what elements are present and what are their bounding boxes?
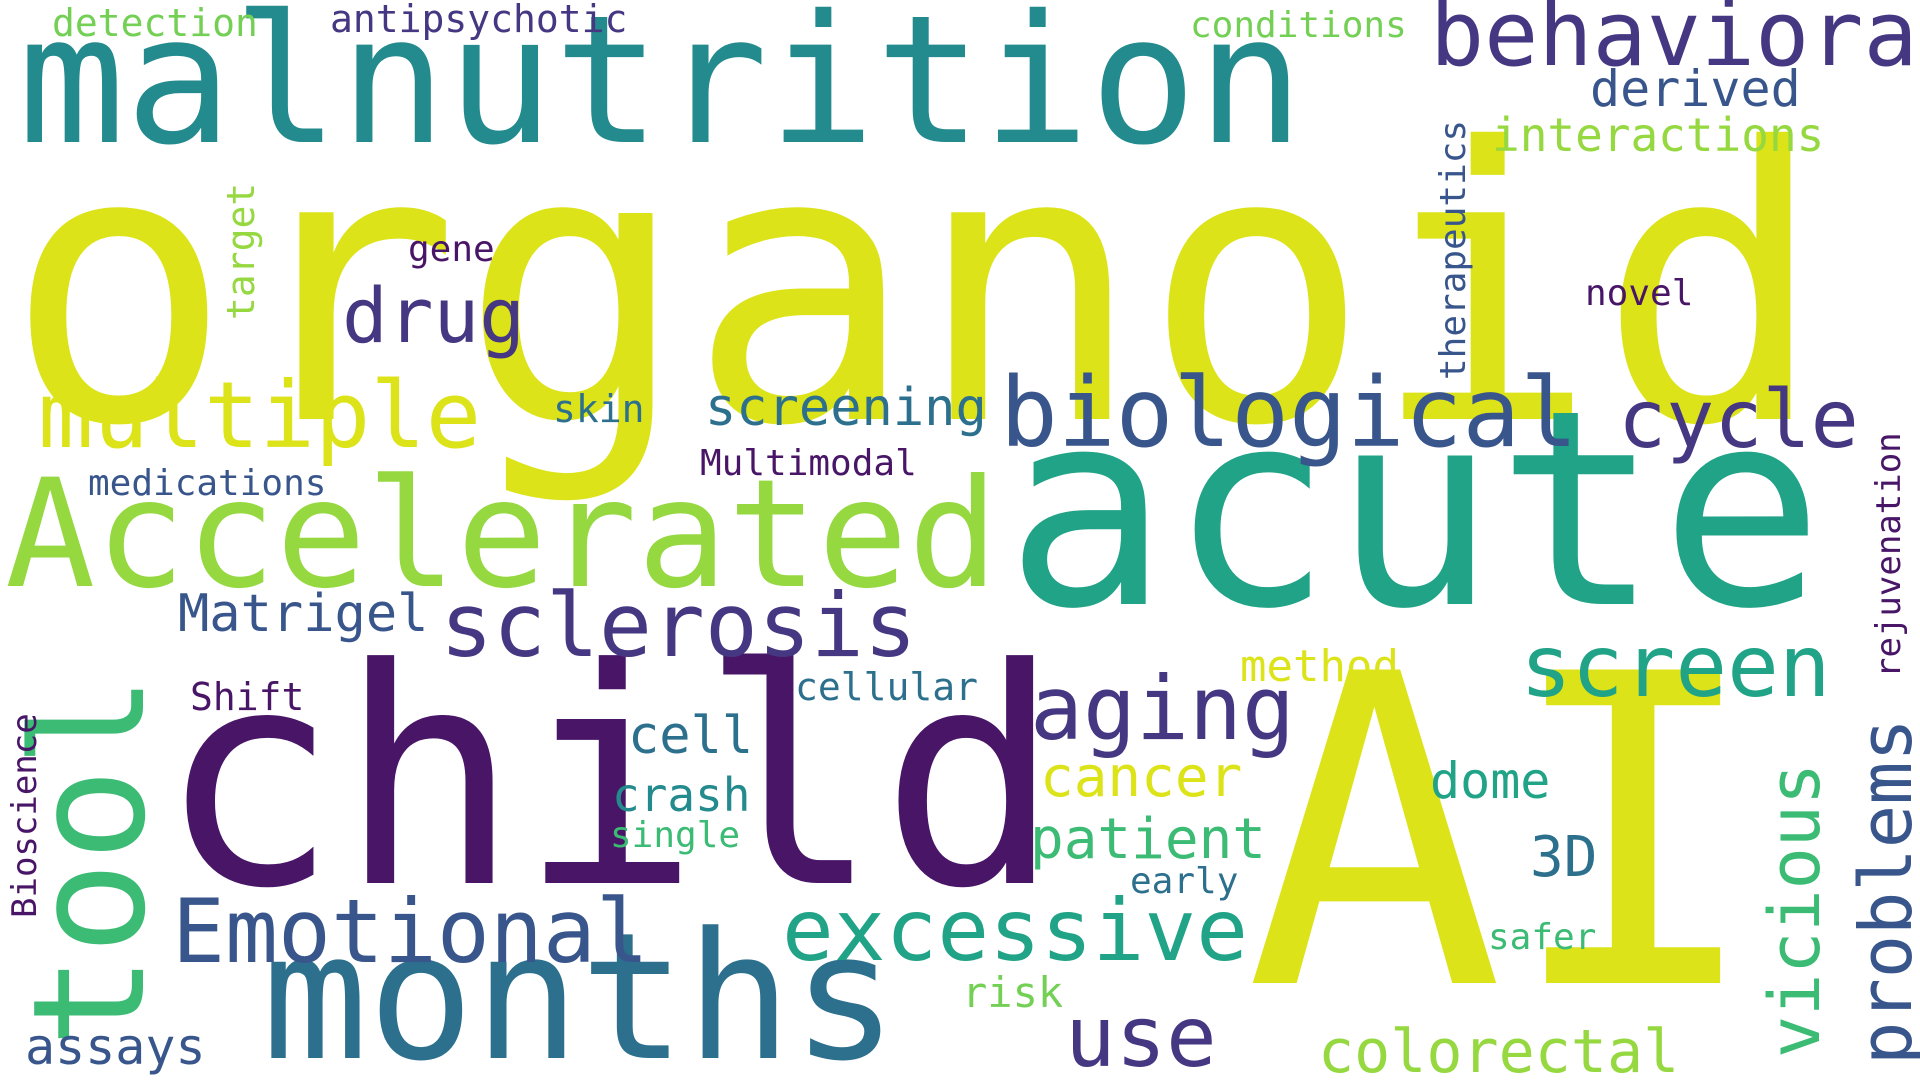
word-derived: derived	[1590, 60, 1801, 118]
word-organoid: organoid	[5, 69, 1826, 509]
word-cell: cell	[628, 706, 754, 766]
word-3d: 3D	[1530, 825, 1598, 890]
word-cancer: cancer	[1040, 745, 1243, 810]
word-emotional: Emotional	[172, 880, 649, 983]
word-conditions: conditions	[1190, 5, 1407, 46]
word-detection: detection	[52, 1, 258, 45]
word-multiple: multiple	[38, 362, 482, 469]
word-single: single	[610, 815, 741, 856]
word-safer: safer	[1488, 917, 1597, 958]
word-aging: aging	[1030, 657, 1295, 760]
word-bioscience: Bioscience	[5, 713, 45, 918]
word-cellular: cellular	[795, 665, 979, 709]
word-ai: AI	[1245, 585, 1763, 1080]
word-colorectal: colorectal	[1318, 1017, 1680, 1080]
word-use: use	[1065, 988, 1217, 1080]
word-therapeutics: therapeutics	[1433, 119, 1474, 380]
word-gene: gene	[408, 229, 495, 270]
word-excessive: excessive	[782, 881, 1248, 981]
word-dome: dome	[1430, 752, 1551, 810]
word-method: method	[1240, 641, 1399, 692]
word-sclerosis: sclerosis	[440, 574, 917, 677]
word-risk: risk	[962, 968, 1064, 1017]
word-behavioral: behavioral	[1430, 0, 1920, 87]
word-screening: screening	[705, 378, 987, 438]
word-rejuvenation: rejuvenation	[1869, 432, 1909, 678]
word-assays: assays	[25, 1018, 206, 1076]
word-early: early	[1130, 861, 1239, 902]
word-shift: Shift	[190, 675, 305, 719]
word-biological: biological	[1000, 357, 1578, 469]
word-months: months	[262, 895, 898, 1080]
word-medications: medications	[88, 463, 327, 504]
word-crash: crash	[612, 768, 751, 822]
word-interactions: interactions	[1492, 108, 1825, 162]
word-vicious: vicious	[1754, 762, 1836, 1058]
word-skin: skin	[553, 387, 645, 431]
word-multimodal: Multimodal	[700, 443, 917, 484]
word-malnutrition: malnutrition	[18, 0, 1304, 184]
word-antipsychotic: antipsychotic	[330, 0, 628, 41]
word-accelerated: Accelerated	[5, 448, 999, 622]
word-patient: patient	[1030, 807, 1267, 872]
word-target: target	[219, 182, 263, 320]
word-cycle: cycle	[1618, 373, 1859, 466]
word-child: child	[158, 605, 1062, 954]
word-acute: acute	[1005, 353, 1824, 669]
word-screen: screen	[1520, 617, 1831, 717]
word-problems: problems	[1844, 718, 1920, 1065]
word-drug: drug	[342, 271, 526, 360]
word-matrigel: Matrigel	[178, 584, 429, 644]
word-novel: novel	[1585, 273, 1694, 314]
